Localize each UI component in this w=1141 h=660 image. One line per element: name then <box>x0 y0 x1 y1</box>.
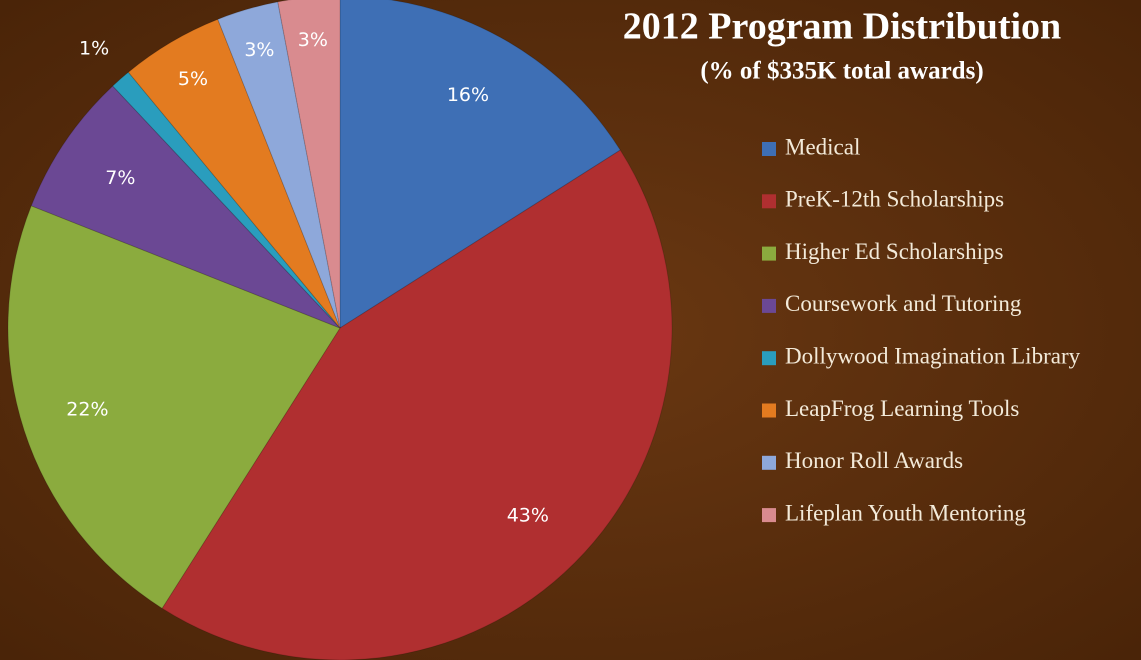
legend-label: Higher Ed Scholarships <box>785 239 1004 264</box>
legend-label: LeapFrog Learning Tools <box>785 396 1019 421</box>
pie-slice <box>7 205 341 610</box>
legend-label: PreK-12th Scholarships <box>785 187 1004 212</box>
value-label: 43% <box>507 504 549 526</box>
legend-label: Lifeplan Youth Mentoring <box>785 500 1026 525</box>
legend-swatch <box>762 298 776 313</box>
pie-slice <box>277 0 341 329</box>
value-label: 5% <box>178 68 208 90</box>
pie-slice <box>127 18 341 329</box>
legend-swatch <box>762 142 776 156</box>
chart-subtitle: (% of $335K total awards) <box>700 58 983 85</box>
pie-slice <box>30 85 341 329</box>
value-label: 7% <box>105 167 135 189</box>
legend-swatch <box>762 403 776 418</box>
value-label: 3% <box>244 39 274 61</box>
value-label: 3% <box>298 29 328 51</box>
legend-label: Honor Roll Awards <box>785 448 963 473</box>
pie: 16% 43% 22% 7% 1% 5% 3% 3% <box>7 0 673 660</box>
chart-title: 2012 Program Distribution <box>623 6 1061 48</box>
value-label: 16% <box>447 84 489 106</box>
value-label: 22% <box>66 399 108 421</box>
legend-label: Medical <box>785 134 860 159</box>
legend-swatch <box>762 455 776 470</box>
pie-slice <box>339 0 622 329</box>
legend: Medical PreK-12th Scholarships Higher Ed S… <box>762 134 1081 525</box>
pie-slice <box>112 71 341 329</box>
legend-label: Coursework and Tutoring <box>785 291 1022 316</box>
legend-swatch <box>762 194 776 209</box>
value-label: 1% <box>79 38 109 60</box>
legend-label: Dollywood Imagination Library <box>785 343 1081 368</box>
legend-swatch <box>762 246 776 261</box>
pie-slice <box>217 1 341 329</box>
legend-swatch <box>762 351 776 366</box>
legend-swatch <box>762 508 776 523</box>
pie-slice <box>161 149 673 660</box>
